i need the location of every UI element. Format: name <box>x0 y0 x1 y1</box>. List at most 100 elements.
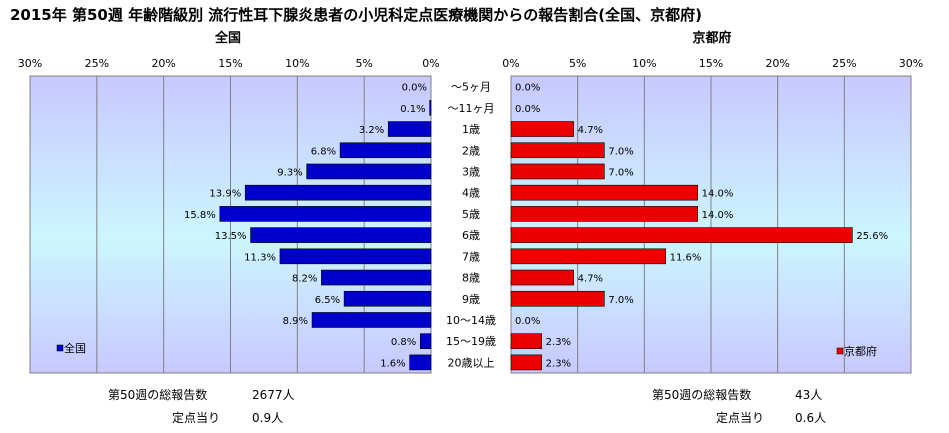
kyoto-bar <box>510 206 698 222</box>
national-bar <box>321 269 432 286</box>
kyoto-total-value: 43人 <box>795 388 822 402</box>
kyoto-bar <box>510 248 666 265</box>
chart-title: 2015年 第50週 年齢階級別 流行性耳下腺炎患者の小児科定点医療機関からの報… <box>10 6 702 24</box>
age-category-label: 10～14歳 <box>446 314 496 327</box>
left-panel-title: 全国 <box>214 30 241 46</box>
kyoto-bar <box>510 227 853 243</box>
national-bar <box>311 312 432 328</box>
national-bar <box>387 121 432 137</box>
kyoto-value-label: 7.0% <box>608 167 633 178</box>
legend-national-label: 全国 <box>64 341 86 355</box>
age-category-labels: ～5ヶ月 ～11ヶ月 1歳 2歳 3歳 4歳 5歳 6歳 7歳 8歳 9歳 10～14歳 15～19歳 2… <box>446 81 496 370</box>
national-total-label: 第50週の総報告数 <box>108 387 207 402</box>
kyoto-value-label: 4.7% <box>578 125 603 136</box>
national-value-label: 3.2% <box>359 125 384 136</box>
national-total-value: 2677人 <box>252 388 295 402</box>
national-value-label: 9.3% <box>277 167 302 178</box>
right-tick-label: 10% <box>632 57 656 70</box>
age-category-label: 3歳 <box>462 165 480 178</box>
kyoto-bar <box>510 269 574 286</box>
legend-kyoto-swatch <box>836 347 844 355</box>
right-x-axis-ticks: 0% 5% 10% 15% 20% 25% 30% <box>502 57 923 70</box>
national-value-label: 6.8% <box>311 146 336 157</box>
age-category-label: 8歳 <box>462 272 480 285</box>
footer-right: 第50週の総報告数 43人 定点当り 0.6人 <box>652 387 826 425</box>
national-bar <box>343 290 432 307</box>
age-category-label: ～5ヶ月 <box>451 81 491 94</box>
national-bar <box>420 333 432 349</box>
national-value-label: 13.9% <box>209 189 241 200</box>
left-tick-label: 20% <box>151 57 175 70</box>
age-category-label: 6歳 <box>462 229 480 242</box>
right-tick-label: 25% <box>832 57 856 70</box>
right-tick-label: 15% <box>699 57 723 70</box>
kyoto-bar <box>510 290 605 307</box>
kyoto-bar <box>510 121 574 137</box>
left-tick-label: 10% <box>285 57 309 70</box>
national-value-label: 1.6% <box>380 358 405 369</box>
kyoto-value-label: 14.0% <box>702 210 734 221</box>
kyoto-value-label: 0.0% <box>515 83 540 94</box>
age-category-label: ～11ヶ月 <box>448 102 495 115</box>
left-tick-label: 15% <box>218 57 242 70</box>
gridlines <box>96 76 845 373</box>
age-category-label: 1歳 <box>462 123 480 136</box>
kyoto-value-label: 2.3% <box>546 358 571 369</box>
kyoto-bars: 0.0% 0.0% 4.7% 7.0% 7.0% 14.0% 14.0% 25.6% 11.6%… <box>510 83 888 371</box>
kyoto-value-label: 11.6% <box>670 252 702 263</box>
national-value-label: 0.1% <box>400 104 425 115</box>
age-category-label: 4歳 <box>462 187 480 200</box>
legend-national: 全国 <box>56 341 86 355</box>
national-value-label: 0.0% <box>402 83 427 94</box>
right-tick-label: 20% <box>765 57 789 70</box>
national-value-label: 8.9% <box>283 316 308 327</box>
national-per-sentinel-label: 定点当り <box>172 410 220 425</box>
kyoto-value-label: 0.0% <box>515 316 540 327</box>
kyoto-bar <box>510 184 698 201</box>
left-tick-label: 25% <box>85 57 109 70</box>
legend-kyoto: 京都府 <box>836 344 877 358</box>
kyoto-bar <box>510 354 542 371</box>
national-value-label: 13.5% <box>215 231 247 242</box>
left-tick-label: 0% <box>422 57 439 70</box>
kyoto-bar <box>510 163 605 180</box>
national-per-sentinel-value: 0.9人 <box>252 411 283 425</box>
age-category-label: 15～19歳 <box>446 335 496 348</box>
national-bar <box>250 227 432 243</box>
kyoto-value-label: 14.0% <box>702 189 734 200</box>
national-bar <box>306 163 432 180</box>
kyoto-bar <box>510 142 605 159</box>
kyoto-per-sentinel-label: 定点当り <box>716 410 764 425</box>
right-panel-title: 京都府 <box>692 30 731 46</box>
kyoto-per-sentinel-value: 0.6人 <box>795 411 826 425</box>
kyoto-value-label: 25.6% <box>856 231 888 242</box>
national-bar <box>219 206 432 222</box>
left-x-axis-ticks: 0% 5% 10% 15% 20% 25% 30% <box>18 57 440 70</box>
age-category-label: 7歳 <box>462 250 480 263</box>
left-tick-label: 5% <box>355 57 372 70</box>
left-tick-label: 30% <box>18 57 42 70</box>
kyoto-value-label: 0.0% <box>515 104 540 115</box>
age-category-label: 5歳 <box>462 208 480 221</box>
kyoto-value-label: 7.0% <box>608 295 633 306</box>
national-bars: 0.0% 0.1% 3.2% 6.8% 9.3% 13.9% 15.8% 13.5% 11.3%… <box>184 83 432 371</box>
footer-left: 第50週の総報告数 2677人 定点当り 0.9人 <box>108 387 295 425</box>
national-value-label: 11.3% <box>244 252 276 263</box>
legend-kyoto-label: 京都府 <box>844 344 877 358</box>
national-value-label: 15.8% <box>184 210 216 221</box>
kyoto-value-label: 7.0% <box>608 146 633 157</box>
kyoto-value-label: 2.3% <box>546 337 571 348</box>
age-category-label: 2歳 <box>462 144 480 157</box>
national-value-label: 0.8% <box>391 337 416 348</box>
national-bar <box>339 142 432 159</box>
national-value-label: 6.5% <box>315 295 340 306</box>
national-bar <box>429 100 432 116</box>
right-tick-label: 5% <box>569 57 586 70</box>
kyoto-total-label: 第50週の総報告数 <box>652 387 751 402</box>
age-category-label: 9歳 <box>462 293 480 306</box>
right-tick-label: 0% <box>502 57 519 70</box>
kyoto-value-label: 4.7% <box>578 274 603 285</box>
right-tick-label: 30% <box>899 57 923 70</box>
legend-national-swatch <box>56 344 64 352</box>
